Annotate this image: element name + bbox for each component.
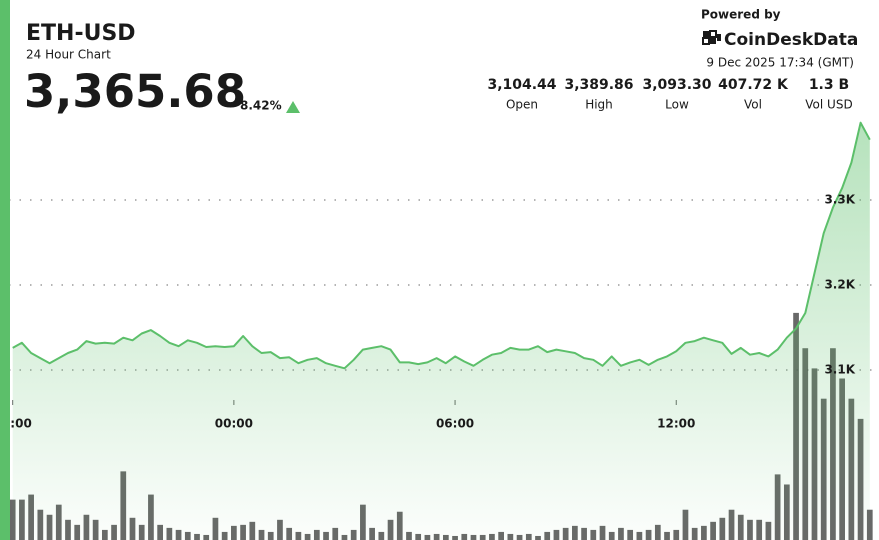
brand: CoinDeskData [724, 30, 858, 50]
stat-label: High [585, 98, 613, 112]
stat-value: 407.72 K [718, 77, 789, 93]
up-arrow [286, 101, 300, 113]
stats: 3,104.44 Open 3,389.86 High 3,093.30 Low 407.7… [487, 77, 852, 112]
stat-value: 3,104.44 [487, 77, 556, 93]
y-tick-label: 3.3K [824, 193, 855, 207]
x-tick-label: 00:00 [215, 417, 253, 431]
stat-value: 3,093.30 [642, 77, 711, 93]
change: 8.42% [240, 99, 282, 113]
x-tick-label: 06:00 [436, 417, 474, 431]
timestamp: 9 Dec 2025 17:34 (GMT) [706, 56, 854, 70]
stat-value: 3,389.86 [564, 77, 633, 93]
stat-label: Vol [744, 98, 762, 112]
subtitle: 24 Hour Chart [26, 48, 111, 62]
price-area [12, 122, 870, 540]
stat-label: Low [665, 98, 689, 112]
price: 3,365.68 [24, 65, 246, 118]
stat-label: Vol USD [805, 98, 852, 112]
symbol: ETH-USD [26, 21, 136, 46]
y-tick-label: 3.2K [824, 278, 855, 292]
stat-label: Open [506, 98, 538, 112]
x-tick-label: 12:00 [657, 417, 695, 431]
price-line [12, 121, 871, 540]
powered-by: Powered by [701, 8, 781, 22]
y-tick-label: 3.1K [824, 363, 855, 377]
accent-stripe [0, 0, 10, 540]
brand-logo [702, 30, 721, 45]
volume-bar [9, 499, 16, 540]
price-line [12, 121, 871, 370]
stat-value: 1.3 B [809, 77, 849, 93]
